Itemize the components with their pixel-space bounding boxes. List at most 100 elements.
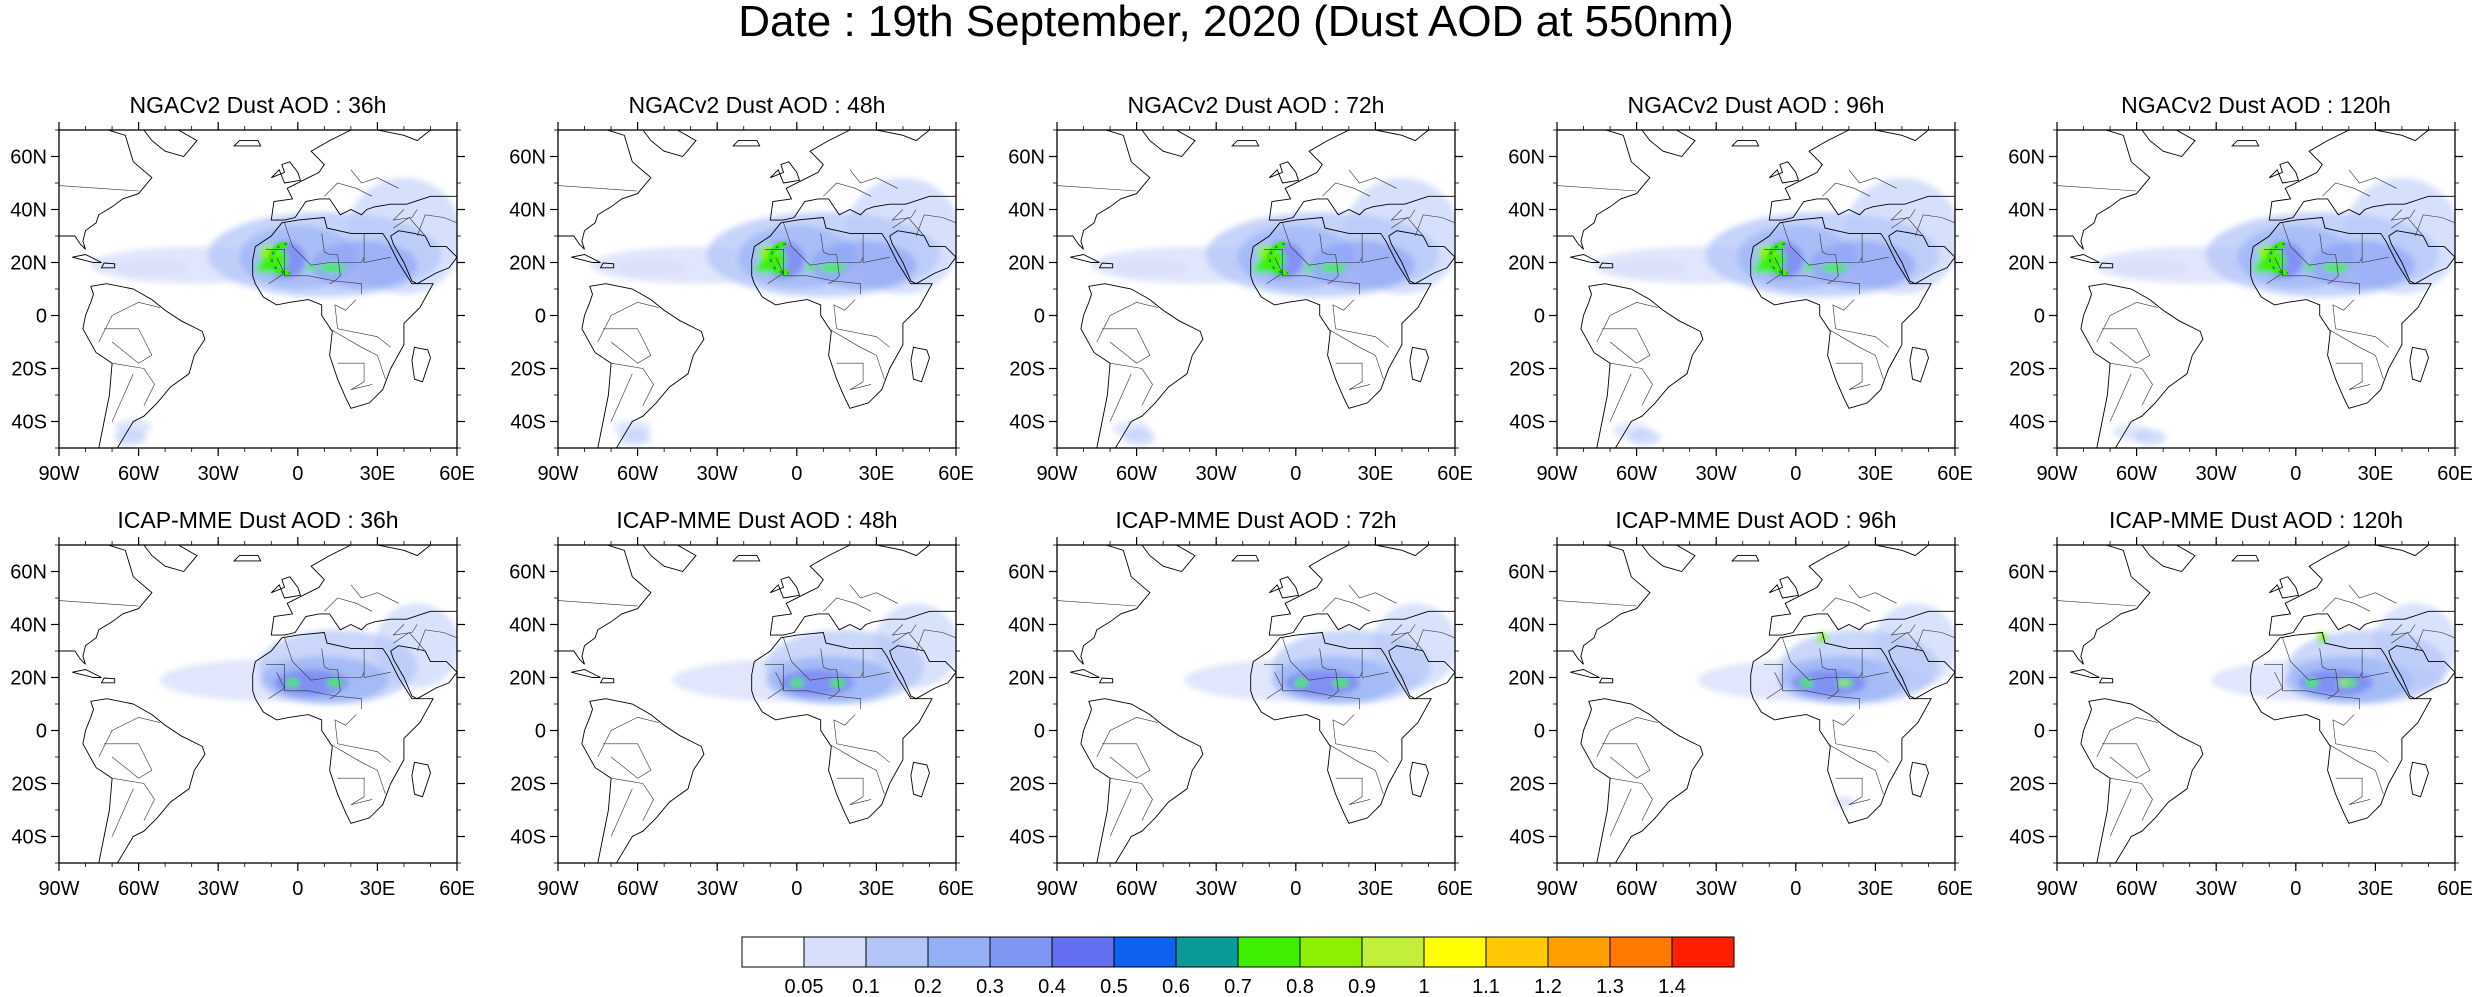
lon-tick-label: 30W <box>198 463 239 485</box>
lon-tick-label: 60W <box>1616 463 1657 485</box>
lon-tick-label: 60W <box>118 463 159 485</box>
lat-tick-label: 20N <box>2008 668 2045 690</box>
lat-tick-label: 0 <box>1034 306 1045 328</box>
lon-tick-label: 60E <box>439 878 475 900</box>
colorbar-label: 0.5 <box>1100 976 1128 997</box>
lon-tick-label: 0 <box>292 878 303 900</box>
lon-tick-label: 30W <box>2196 878 2237 900</box>
lon-tick-label: 30W <box>697 878 738 900</box>
dust-aod-map: 90W 60W 30W 0 30E 60E 60N 40N 20N 0 20S 40S <box>1008 122 1473 485</box>
panel-title: ICAP-MME Dust AOD : 48h <box>616 507 898 533</box>
lon-tick-label: 30W <box>1696 463 1737 485</box>
lon-tick-label: 0 <box>1290 878 1301 900</box>
colorbar-swatch <box>741 936 805 968</box>
colorbar-swatch <box>1423 936 1487 968</box>
lat-tick-label: 20N <box>1008 668 1045 690</box>
lat-tick-label: 40S <box>1509 412 1545 434</box>
colorbar-swatch <box>1671 936 1735 968</box>
dust-aod-map: 90W 60W 30W 0 30E 60E 60N 40N 20N 0 20S 40S <box>10 537 475 900</box>
lon-tick-label: 60E <box>2437 878 2472 900</box>
dust-aod-map: 90W 60W 30W 0 30E 60E 60N 40N 20N 0 20S 40S <box>1508 122 1973 485</box>
dust-plume <box>2093 177 2455 446</box>
lat-tick-label: 20N <box>509 253 546 275</box>
lon-tick-label: 30E <box>1858 878 1894 900</box>
lon-tick-label: 30E <box>859 463 895 485</box>
country-borders <box>1557 584 1955 837</box>
colorbar-label: 0.2 <box>914 976 942 997</box>
lat-tick-label: 60N <box>2008 562 2045 584</box>
lat-tick-label: 20S <box>11 359 47 381</box>
lon-tick-label: 90W <box>1036 463 1077 485</box>
lon-tick-label: 60W <box>118 878 159 900</box>
lon-tick-label: 0 <box>2290 463 2301 485</box>
coastlines <box>1057 545 1455 863</box>
lat-tick-label: 40N <box>1008 200 1045 222</box>
dust-aod-map: 90W 60W 30W 0 30E 60E 60N 40N 20N 0 20S 40S <box>509 537 974 900</box>
coastlines <box>2057 130 2455 448</box>
lat-tick-label: 40S <box>11 827 47 849</box>
lat-tick-label: 60N <box>1508 562 1545 584</box>
lat-tick-label: 40S <box>510 412 546 434</box>
lat-tick-label: 60N <box>10 147 47 169</box>
lon-tick-label: 0 <box>1790 878 1801 900</box>
coastlines <box>2057 545 2455 863</box>
panel-title: NGACv2 Dust AOD : 48h <box>628 92 886 118</box>
country-borders <box>2057 169 2455 422</box>
dust-plume <box>2210 603 2455 704</box>
lon-tick-label: 90W <box>38 463 79 485</box>
colorbar-swatch <box>803 936 867 968</box>
colorbar-label: 1.1 <box>1472 976 1500 997</box>
lat-tick-label: 40N <box>1508 615 1545 637</box>
lat-tick-label: 40S <box>510 827 546 849</box>
lon-tick-label: 90W <box>537 463 578 485</box>
lat-tick-label: 0 <box>2034 721 2045 743</box>
lat-tick-label: 60N <box>10 562 47 584</box>
lon-tick-label: 60W <box>1616 878 1657 900</box>
lat-tick-label: 60N <box>1008 147 1045 169</box>
panel-title: ICAP-MME Dust AOD : 96h <box>1615 507 1897 533</box>
lon-tick-label: 0 <box>791 878 802 900</box>
lon-tick-label: 30W <box>198 878 239 900</box>
lon-tick-label: 60W <box>617 878 658 900</box>
lon-tick-label: 90W <box>2036 878 2077 900</box>
lat-tick-label: 20S <box>2009 359 2045 381</box>
colorbar-swatch <box>1299 936 1363 968</box>
country-borders <box>1557 169 1955 422</box>
country-borders <box>2057 584 2455 837</box>
lon-tick-label: 30E <box>2358 878 2394 900</box>
lon-tick-label: 30E <box>360 878 396 900</box>
aod-colorbar: 0.05 0.1 0.2 0.3 0.4 0.5 0.6 0.7 0.8 0.9 1 1.1 1.2 1.… <box>741 936 1735 997</box>
figure-title: Date : 19th September, 2020 (Dust AOD at… <box>738 0 1734 46</box>
panel-title: NGACv2 Dust AOD : 72h <box>1127 92 1385 118</box>
colorbar-label: 0.05 <box>785 976 824 997</box>
colorbar-label: 0.8 <box>1286 976 1314 997</box>
coastlines <box>59 545 457 863</box>
lat-tick-label: 40N <box>509 200 546 222</box>
country-borders <box>1057 584 1455 837</box>
lon-tick-label: 60W <box>2116 878 2157 900</box>
colorbar-label: 1.4 <box>1658 976 1686 997</box>
lon-tick-label: 90W <box>1036 878 1077 900</box>
coastlines <box>1557 545 1955 863</box>
lon-tick-label: 90W <box>537 878 578 900</box>
lat-tick-label: 20N <box>1008 253 1045 275</box>
lon-tick-label: 60E <box>439 463 475 485</box>
lat-tick-label: 20S <box>1509 359 1545 381</box>
lat-tick-label: 40S <box>2009 827 2045 849</box>
lat-tick-label: 20N <box>1508 253 1545 275</box>
colorbar-label: 1.2 <box>1534 976 1562 997</box>
panel-title: ICAP-MME Dust AOD : 72h <box>1115 507 1397 533</box>
lat-tick-label: 40N <box>2008 615 2045 637</box>
colorbar-label: 0.9 <box>1348 976 1376 997</box>
lat-tick-label: 20N <box>10 253 47 275</box>
country-borders <box>59 584 457 837</box>
lat-tick-label: 40N <box>509 615 546 637</box>
lat-tick-label: 60N <box>1008 562 1045 584</box>
lon-tick-label: 0 <box>791 463 802 485</box>
lon-tick-label: 30E <box>1358 463 1394 485</box>
dust-aod-map: 90W 60W 30W 0 30E 60E 60N 40N 20N 0 20S 40S <box>2008 122 2472 485</box>
lon-tick-label: 30E <box>859 878 895 900</box>
lat-tick-label: 60N <box>509 562 546 584</box>
lon-tick-label: 30E <box>2358 463 2394 485</box>
lat-tick-label: 20N <box>2008 253 2045 275</box>
